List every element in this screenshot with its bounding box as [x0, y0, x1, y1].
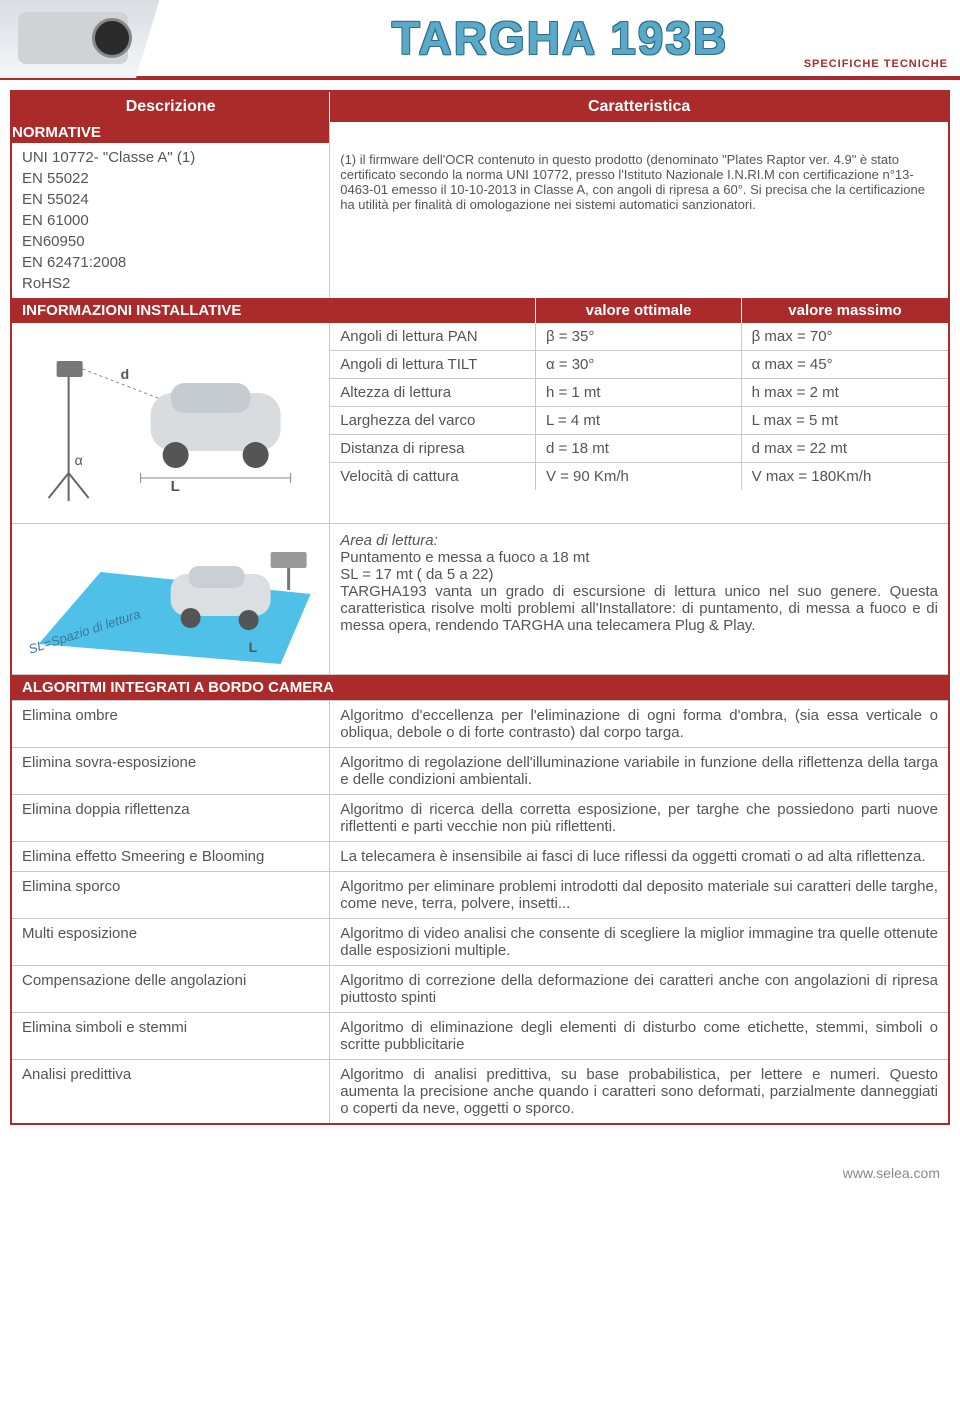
param-opt: β = 35°: [536, 323, 742, 350]
algo-desc: Algoritmo di analisi predittiva, su base…: [330, 1060, 948, 1123]
install-section-title: INFORMAZIONI INSTALLATIVE: [12, 298, 330, 323]
algo-name: Elimina simboli e stemmi: [12, 1013, 330, 1059]
normative-list: NORMATIVE UNI 10772- "Classe A" (1) EN 5…: [12, 122, 330, 298]
algo-name: Elimina effetto Smeering e Blooming: [12, 842, 330, 871]
area-line1: Puntamento e messa a fuoco a 18 mt: [340, 549, 589, 566]
camera-icon: [0, 0, 160, 78]
normative-item: EN 61000: [22, 210, 319, 231]
algo-desc: Algoritmo di video analisi che consente …: [330, 919, 948, 965]
install-params: Angoli di lettura PAN β = 35° β max = 70…: [330, 323, 948, 523]
algorithms-title: ALGORITMI INTEGRATI A BORDO CAMERA: [12, 674, 948, 700]
algo-desc: Algoritmo per eliminare problemi introdo…: [330, 872, 948, 918]
install-blank: [330, 298, 536, 323]
normative-item: EN60950: [22, 231, 319, 252]
algo-name: Analisi predittiva: [12, 1060, 330, 1123]
install-diagram: d α L: [12, 323, 330, 523]
spec-table: Descrizione Caratteristica NORMATIVE UNI…: [10, 90, 950, 1125]
normative-item: EN 55022: [22, 168, 319, 189]
normative-item: RoHS2: [22, 273, 319, 294]
param-opt: V = 90 Km/h: [536, 463, 742, 490]
algo-row: Multi esposizione Algoritmo di video ana…: [12, 918, 948, 965]
algo-name: Elimina sporco: [12, 872, 330, 918]
spec-label: SPECIFICHE TECNICHE: [804, 58, 948, 70]
algo-name: Compensazione delle angolazioni: [12, 966, 330, 1012]
normative-item: EN 55024: [22, 189, 319, 210]
install-header-row: INFORMAZIONI INSTALLATIVE valore ottimal…: [12, 298, 948, 323]
algo-row: Elimina doppia riflettenza Algoritmo di …: [12, 794, 948, 841]
algo-name: Elimina doppia riflettenza: [12, 795, 330, 841]
header-caratteristica: Caratteristica: [330, 92, 948, 122]
install-block: d α L Angoli di lettura PAN β = 35° β ma…: [12, 323, 948, 523]
normative-note: (1) il firmware dell'OCR contenuto in qu…: [330, 122, 948, 298]
algo-row: Analisi predittiva Algoritmo di analisi …: [12, 1059, 948, 1123]
normative-title: NORMATIVE: [12, 122, 329, 143]
normative-item: UNI 10772- "Classe A" (1): [22, 147, 319, 168]
param-label: Angoli di lettura TILT: [330, 351, 536, 378]
param-row: Larghezza del varco L = 4 mt L max = 5 m…: [330, 406, 948, 434]
algo-desc: Algoritmo di ricerca della corretta espo…: [330, 795, 948, 841]
param-max: d max = 22 mt: [742, 435, 948, 462]
param-max: V max = 180Km/h: [742, 463, 948, 490]
area-line2: SL = 17 mt ( da 5 a 22): [340, 566, 493, 583]
header-descrizione: Descrizione: [12, 92, 330, 122]
algo-row: Elimina simboli e stemmi Algoritmo di el…: [12, 1012, 948, 1059]
algo-desc: Algoritmo di regolazione dell'illuminazi…: [330, 748, 948, 794]
reading-area-diagram: L SL=Spazio di lettura: [12, 524, 330, 674]
reading-area-block: L SL=Spazio di lettura Area di lettura: …: [12, 523, 948, 674]
algo-row: Elimina sporco Algoritmo per eliminare p…: [12, 871, 948, 918]
param-row: Distanza di ripresa d = 18 mt d max = 22…: [330, 434, 948, 462]
footer-url: www.selea.com: [0, 1135, 960, 1191]
svg-text:L: L: [171, 478, 180, 495]
param-row: Velocità di cattura V = 90 Km/h V max = …: [330, 462, 948, 490]
algo-name: Multi esposizione: [12, 919, 330, 965]
product-title: TARGHA 193B: [160, 11, 960, 65]
algo-name: Elimina ombre: [12, 701, 330, 747]
algo-name: Elimina sovra-esposizione: [12, 748, 330, 794]
table-header-row: Descrizione Caratteristica: [12, 92, 948, 122]
area-line3: TARGHA193 vanta un grado di escursione d…: [340, 583, 938, 634]
param-max: β max = 70°: [742, 323, 948, 350]
param-opt: d = 18 mt: [536, 435, 742, 462]
param-label: Angoli di lettura PAN: [330, 323, 536, 350]
algo-row: Compensazione delle angolazioni Algoritm…: [12, 965, 948, 1012]
algo-desc: Algoritmo di eliminazione degli elementi…: [330, 1013, 948, 1059]
install-col-opt: valore ottimale: [536, 298, 742, 323]
param-max: L max = 5 mt: [742, 407, 948, 434]
algo-row: Elimina effetto Smeering e Blooming La t…: [12, 841, 948, 871]
param-opt: h = 1 mt: [536, 379, 742, 406]
param-opt: α = 30°: [536, 351, 742, 378]
param-label: Distanza di ripresa: [330, 435, 536, 462]
svg-text:d: d: [121, 366, 130, 382]
svg-text:α: α: [75, 452, 83, 468]
algo-desc: La telecamera è insensibile ai fasci di …: [330, 842, 948, 871]
param-max: h max = 2 mt: [742, 379, 948, 406]
param-label: Altezza di lettura: [330, 379, 536, 406]
normative-item: EN 62471:2008: [22, 252, 319, 273]
area-title: Area di lettura:: [340, 532, 438, 549]
algo-desc: Algoritmo d'eccellenza per l'eliminazion…: [330, 701, 948, 747]
page-header: TARGHA 193B SPECIFICHE TECNICHE: [0, 0, 960, 80]
normative-section: NORMATIVE UNI 10772- "Classe A" (1) EN 5…: [12, 122, 948, 298]
svg-text:L: L: [249, 639, 258, 655]
param-row: Angoli di lettura TILT α = 30° α max = 4…: [330, 350, 948, 378]
algo-desc: Algoritmo di correzione della deformazio…: [330, 966, 948, 1012]
param-label: Larghezza del varco: [330, 407, 536, 434]
param-row: Angoli di lettura PAN β = 35° β max = 70…: [330, 323, 948, 350]
param-row: Altezza di lettura h = 1 mt h max = 2 mt: [330, 378, 948, 406]
param-max: α max = 45°: [742, 351, 948, 378]
algo-row: Elimina ombre Algoritmo d'eccellenza per…: [12, 700, 948, 747]
param-opt: L = 4 mt: [536, 407, 742, 434]
reading-area-text: Area di lettura: Puntamento e messa a fu…: [330, 524, 948, 674]
install-col-max: valore massimo: [742, 298, 948, 323]
algo-row: Elimina sovra-esposizione Algoritmo di r…: [12, 747, 948, 794]
param-label: Velocità di cattura: [330, 463, 536, 490]
